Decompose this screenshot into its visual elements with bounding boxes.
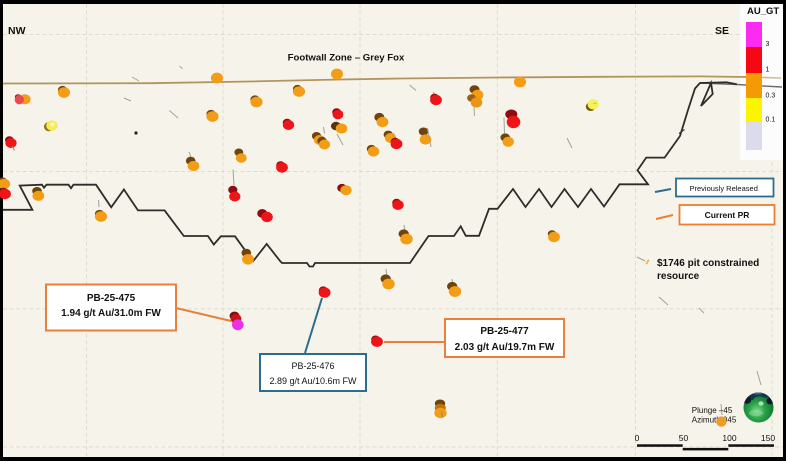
- svg-text:Plunge –45: Plunge –45: [692, 406, 733, 415]
- svg-text:0.1: 0.1: [766, 117, 776, 124]
- svg-text:2.89 g/t Au/10.6m FW: 2.89 g/t Au/10.6m FW: [269, 376, 357, 386]
- svg-text:50: 50: [679, 433, 689, 443]
- svg-text:Current PR: Current PR: [705, 210, 750, 220]
- svg-text:1: 1: [766, 67, 770, 74]
- svg-text:PB-25-475: PB-25-475: [87, 293, 136, 304]
- svg-text:NW: NW: [8, 25, 26, 37]
- svg-text:0: 0: [635, 433, 640, 443]
- svg-text:3: 3: [766, 41, 770, 48]
- svg-text:1.94 g/t Au/31.0m FW: 1.94 g/t Au/31.0m FW: [61, 308, 161, 319]
- svg-text:resource: resource: [657, 271, 700, 282]
- svg-text:150: 150: [761, 433, 775, 443]
- svg-text:SE: SE: [715, 25, 729, 37]
- svg-text:PB-25-476: PB-25-476: [291, 361, 334, 371]
- svg-text:0.3: 0.3: [766, 93, 776, 100]
- svg-text:AU_GT: AU_GT: [747, 6, 779, 17]
- svg-text:2.03 g/t Au/19.7m FW: 2.03 g/t Au/19.7m FW: [455, 342, 555, 353]
- svg-text:100: 100: [722, 433, 736, 443]
- svg-text:PB-25-477: PB-25-477: [480, 326, 529, 337]
- svg-text:Azimuth 045: Azimuth 045: [692, 416, 737, 425]
- svg-text:Previously Released: Previously Released: [690, 184, 758, 193]
- svg-text:Footwall Zone – Grey Fox: Footwall Zone – Grey Fox: [288, 53, 405, 64]
- svg-text:$1746 pit constrained: $1746 pit constrained: [657, 258, 759, 269]
